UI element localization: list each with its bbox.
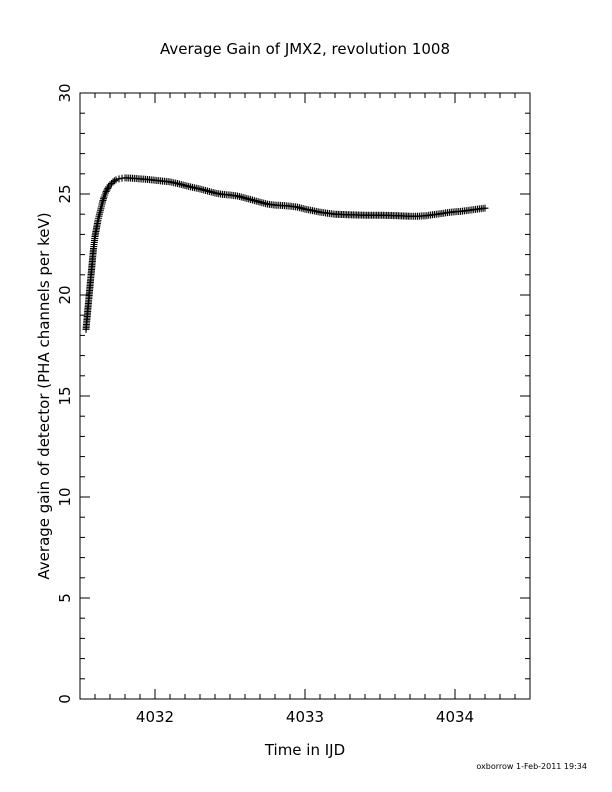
- y-tick-label: 15: [56, 386, 74, 405]
- footer-credit: oxborrow 1-Feb-2011 19:34: [476, 762, 587, 771]
- x-axis-tick-labels: 4032 4033 4034: [136, 708, 474, 726]
- y-axis-ticks: [80, 92, 530, 700]
- data-point: [481, 204, 489, 212]
- x-tick-label: 4034: [436, 708, 474, 726]
- data-point: [102, 187, 110, 195]
- y-tick-label: 0: [56, 694, 74, 704]
- plot-frame: [79, 92, 531, 700]
- data-point: [106, 181, 114, 189]
- y-tick-label: 20: [56, 285, 74, 304]
- data-point: [112, 176, 120, 184]
- y-axis-label: Average gain of detector (PHA channels p…: [35, 212, 53, 579]
- y-tick-label: 30: [56, 83, 74, 102]
- chart-title: Average Gain of JMX2, revolution 1008: [160, 40, 450, 58]
- data-point: [104, 184, 112, 192]
- x-tick-label: 4033: [286, 708, 324, 726]
- y-axis-tick-labels: 0 5 10 15 20 25 30: [56, 83, 74, 703]
- y-tick-label: 10: [56, 487, 74, 506]
- data-point: [102, 189, 109, 197]
- x-tick-label: 4032: [136, 708, 174, 726]
- data-point: [115, 175, 123, 183]
- data-points: [82, 174, 489, 333]
- data-point: [111, 177, 118, 185]
- y-tick-label: 25: [56, 184, 74, 203]
- x-axis-ticks: [79, 93, 531, 699]
- x-axis-label: Time in IJD: [264, 741, 345, 759]
- y-tick-label: 5: [56, 593, 74, 603]
- data-point: [103, 186, 111, 194]
